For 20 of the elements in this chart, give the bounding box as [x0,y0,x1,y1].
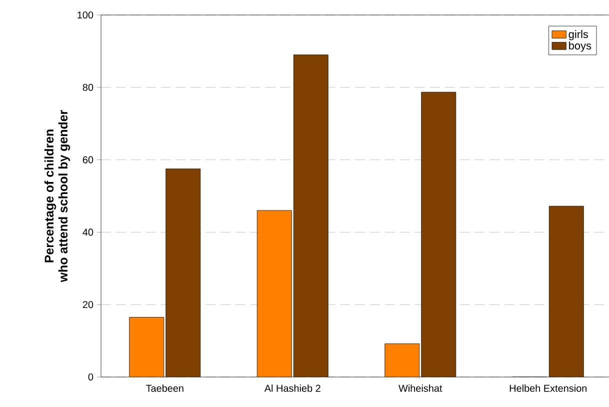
bar [293,54,328,377]
x-tick-label: Taebeen [146,384,184,392]
y-tick-label: 20 [82,301,94,308]
legend-label: boys [569,41,592,52]
x-tick-label: Al Hashieb 2 [264,384,320,392]
y-tick-label: 80 [82,84,94,91]
bar [548,206,584,377]
x-tick-label: Wiheishat [398,384,442,392]
y-tick-label: 0 [88,373,94,381]
bar [421,92,456,377]
y-tick-label: 60 [82,156,94,164]
y-axis-title: Percentage of children who attend school by gender [44,110,70,282]
y-tick-label: 100 [78,11,94,19]
bar [384,343,420,377]
bar [129,317,164,377]
x-tick-label: Helbeh Extension [510,384,586,392]
bar [256,210,292,377]
legend-label: girls [568,30,588,40]
y-tick-label: 40 [82,228,94,236]
bar [166,168,201,377]
